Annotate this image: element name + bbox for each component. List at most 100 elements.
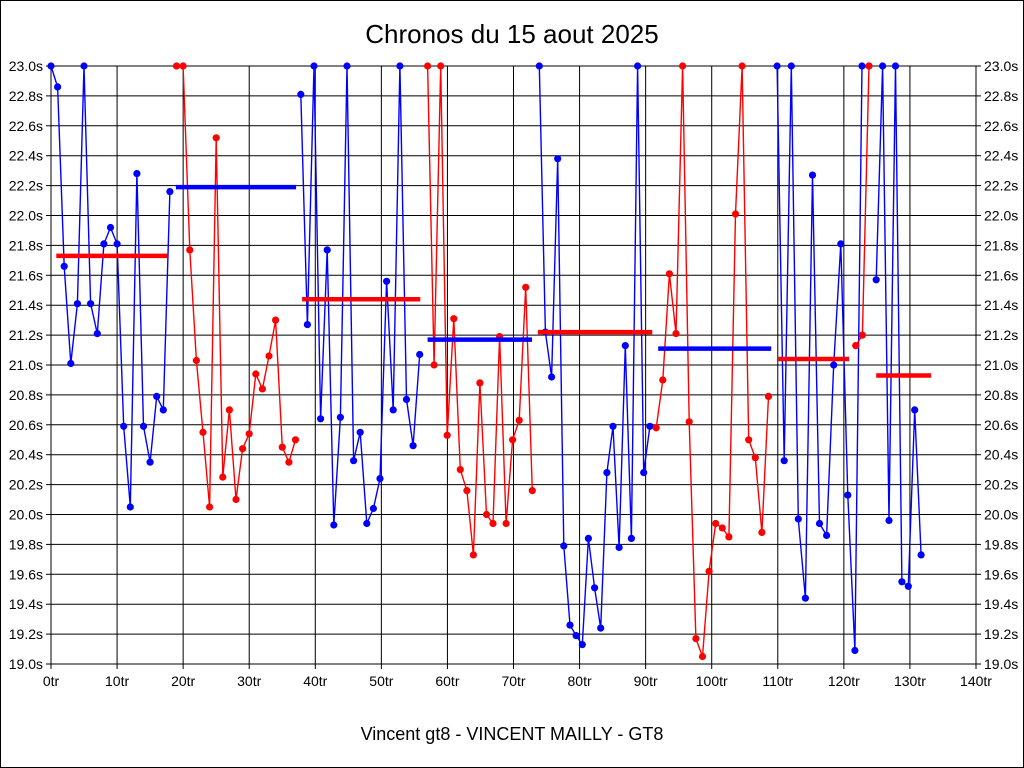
lap-point — [323, 246, 331, 254]
lap-point — [591, 584, 599, 592]
lap-point — [186, 246, 194, 254]
lap-point — [369, 504, 377, 513]
lap-point — [794, 515, 802, 523]
lap-point — [509, 436, 517, 444]
lap-point — [239, 445, 247, 453]
y-tick-label-right: 22.0s — [984, 208, 1018, 224]
lap-point — [291, 436, 300, 444]
y-tick-label-right: 21.0s — [984, 357, 1018, 373]
lap-point — [192, 356, 200, 365]
lap-point — [615, 543, 623, 552]
x-tick-label: 90tr — [634, 673, 658, 689]
lap-point — [858, 62, 866, 70]
lap-point — [603, 469, 611, 477]
x-tick-label: 70tr — [501, 673, 525, 689]
lap-point — [738, 62, 746, 70]
lap-point — [904, 582, 912, 590]
lap-point — [634, 62, 642, 70]
y-tick-label-right: 21.8s — [984, 237, 1018, 253]
lap-point — [437, 62, 445, 70]
y-tick-label-right: 19.0s — [984, 656, 1018, 672]
x-tick-label: 30tr — [237, 673, 261, 689]
lap-point — [126, 503, 134, 511]
lap-point — [389, 406, 397, 414]
series-relais-4 — [424, 62, 536, 559]
x-tick-label: 100tr — [696, 673, 728, 689]
x-tick-label: 10tr — [105, 673, 129, 689]
lap-point — [310, 62, 318, 70]
y-tick-label-right: 21.2s — [984, 327, 1018, 343]
lap-point — [232, 495, 240, 504]
lap-point — [416, 350, 424, 359]
x-tick-label: 120tr — [828, 673, 860, 689]
lap-point — [356, 428, 364, 436]
y-tick-label-right: 21.6s — [984, 267, 1018, 283]
lap-point — [830, 361, 838, 369]
lap-point — [672, 330, 680, 338]
lap-point — [865, 62, 873, 70]
lap-point — [166, 188, 174, 196]
y-tick-label-right: 19.8s — [984, 536, 1018, 552]
x-tick-label: 20tr — [171, 673, 195, 689]
y-tick-label-left: 19.6s — [9, 566, 43, 582]
chart-title: Chronos du 15 aout 2025 — [365, 19, 659, 49]
lap-point — [659, 376, 667, 384]
lap-point — [159, 406, 167, 414]
lap-point — [424, 62, 432, 70]
y-tick-label-left: 22.2s — [9, 178, 43, 194]
y-tick-label-right: 19.4s — [984, 596, 1018, 612]
series-line — [855, 65, 870, 346]
lap-point — [303, 321, 311, 329]
grid-lines — [50, 65, 977, 665]
y-tick-label-left: 23.0s — [9, 58, 43, 74]
lap-point — [265, 352, 273, 360]
y-tick-label-left: 20.0s — [9, 507, 43, 523]
average-lines — [56, 184, 932, 378]
lap-point — [808, 171, 817, 179]
lap-point — [350, 457, 358, 465]
y-tick-label-left: 20.8s — [9, 387, 43, 403]
chart-footer: Vincent gt8 - VINCENT MAILLY - GT8 — [360, 724, 664, 744]
series-line — [300, 65, 421, 526]
lap-point — [652, 424, 660, 432]
series-line — [538, 65, 651, 647]
lap-point — [725, 533, 733, 541]
x-tick-label: 0tr — [43, 673, 60, 689]
lap-point — [120, 422, 128, 430]
lap-point — [450, 315, 458, 323]
y-tick-label-right: 19.6s — [984, 566, 1018, 582]
lap-point — [73, 300, 81, 308]
x-tick-label: 110tr — [762, 673, 793, 689]
lap-point — [60, 262, 68, 270]
series-relais-3 — [297, 62, 424, 529]
lap-point — [801, 594, 810, 602]
lap-point — [47, 62, 55, 70]
y-tick-label-right: 23.0s — [984, 58, 1018, 74]
lap-point — [133, 170, 141, 178]
lap-point — [823, 531, 831, 540]
lap-point — [199, 428, 207, 436]
y-tick-label-left: 21.6s — [9, 267, 43, 283]
y-tick-label-right: 20.0s — [984, 507, 1018, 523]
lap-point — [258, 385, 266, 393]
lap-series — [47, 62, 925, 661]
lap-point — [891, 62, 900, 70]
lap-point — [584, 534, 593, 543]
lap-point — [219, 473, 227, 481]
lap-point — [100, 240, 108, 248]
lap-point — [745, 436, 753, 444]
lap-point — [113, 240, 121, 248]
lap-point — [787, 62, 795, 70]
y-tick-label-left: 22.6s — [9, 118, 43, 134]
y-tick-label-left: 21.8s — [9, 237, 43, 253]
lap-point — [780, 457, 788, 465]
y-tick-label-left: 22.8s — [9, 88, 43, 104]
lap-point — [402, 395, 411, 403]
lap-point — [535, 62, 543, 70]
lap-point — [731, 210, 740, 218]
axis-labels: 23.0s 23.0s 22.8s 22.8s 22.6s 22.6s 22.4s 22.4s… — [9, 58, 1019, 689]
y-tick-label-right: 20.2s — [984, 477, 1018, 493]
lap-point — [627, 534, 636, 543]
lap-point — [872, 276, 880, 284]
lap-point — [93, 330, 101, 338]
